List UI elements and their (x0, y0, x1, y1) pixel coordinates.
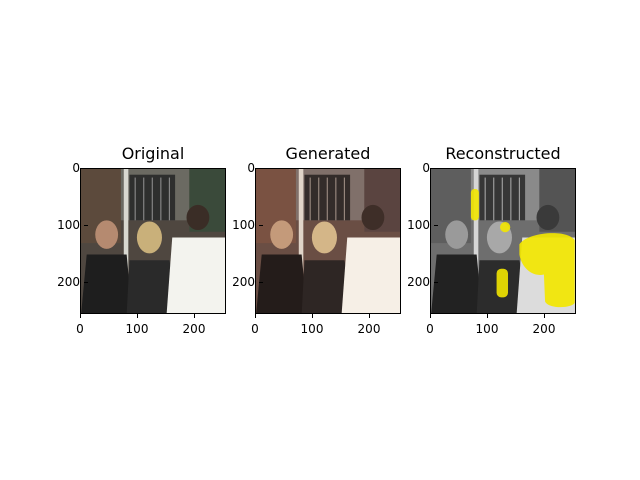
y-tick-label: 0 (422, 161, 438, 175)
image-axes (80, 168, 226, 314)
panel-generated: Generated 0 100 200 0 100 200 (232, 140, 401, 340)
y-tick-label: 0 (72, 161, 88, 175)
image-axes (430, 168, 576, 314)
y-tick-label: 200 (57, 275, 88, 289)
y-tick-label: 200 (407, 275, 438, 289)
generated-image (256, 169, 400, 313)
y-tick-label: 0 (247, 161, 263, 175)
x-tick-label: 100 (472, 314, 502, 336)
image-axes (255, 168, 401, 314)
panel-title: Generated (285, 144, 371, 163)
y-tick-label: 100 (232, 218, 263, 232)
y-tick-label: 100 (407, 218, 438, 232)
panel-title: Original (121, 144, 185, 163)
y-tick-label: 100 (57, 218, 88, 232)
x-tick-label: 100 (297, 314, 327, 336)
x-tick-label: 200 (529, 314, 559, 336)
panel-reconstructed: Reconstructed 0 100 200 (407, 140, 576, 340)
panel-title: Reconstructed (445, 144, 561, 163)
panel-original: Original 0 100 200 0 100 200 (57, 140, 226, 340)
x-tick-label: 0 (415, 314, 445, 336)
reconstructed-image (431, 169, 575, 313)
x-tick-label: 200 (179, 314, 209, 336)
x-tick-label: 0 (65, 314, 95, 336)
x-tick-label: 100 (122, 314, 152, 336)
original-image (81, 169, 225, 313)
x-tick-label: 200 (354, 314, 384, 336)
x-tick-label: 0 (240, 314, 270, 336)
y-tick-label: 200 (232, 275, 263, 289)
